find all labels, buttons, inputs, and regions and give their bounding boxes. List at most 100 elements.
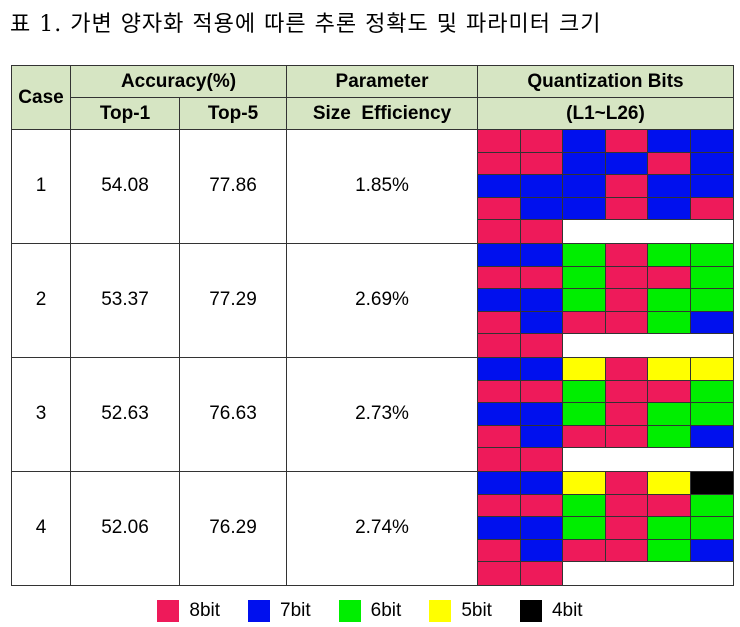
results-table: Case Accuracy(%) Parameter Quantization … [11, 65, 734, 586]
quantization-bits-cell [477, 129, 734, 244]
layer-bit-cell [690, 425, 733, 449]
empty-bit-cell [563, 220, 606, 243]
empty-bit-cell [605, 220, 648, 243]
layer-bit-cell [690, 266, 733, 290]
efficiency-cell: 1.85% [286, 129, 478, 244]
layer-bit-cell [648, 517, 691, 540]
layer-bit-cell [478, 220, 521, 243]
empty-bit-cell [690, 334, 733, 357]
legend-swatch [429, 600, 452, 622]
layer-bit-cell [648, 243, 691, 267]
layer-bit-cell [478, 403, 521, 426]
layer-bit-cell [520, 266, 563, 290]
layer-bit-cell [605, 494, 648, 518]
layer-bit-cell [605, 266, 648, 290]
layer-bit-cell [648, 197, 691, 221]
empty-bit-cell [690, 562, 733, 585]
case-cell: 2 [11, 242, 71, 358]
legend-label: 4bit [551, 600, 583, 621]
quantization-bits-cell [477, 470, 734, 586]
layer-bit-cell [520, 357, 563, 381]
layer-bit-cell [605, 243, 648, 267]
top5-cell: 76.63 [179, 356, 287, 472]
layer-bit-cell [478, 448, 521, 471]
layer-bit-cell [690, 243, 733, 267]
legend-swatch [519, 600, 542, 622]
efficiency-cell: 2.74% [286, 470, 478, 586]
layer-bit-cell [520, 562, 563, 585]
efficiency-cell: 2.69% [286, 242, 478, 358]
layer-bit-cell [690, 403, 733, 426]
empty-bit-cell [648, 448, 691, 471]
empty-bit-cell [648, 334, 691, 357]
legend-item: 7bit [248, 600, 311, 622]
layer-bit-cell [648, 539, 691, 563]
layer-bit-cell [563, 311, 606, 335]
table-row: 2 53.37 77.29 2.69% [11, 242, 734, 358]
layer-bit-cell [648, 175, 691, 198]
top1-cell: 54.08 [70, 129, 180, 244]
table-row: 3 52.63 76.63 2.73% [11, 356, 734, 472]
layer-bit-cell [478, 197, 521, 221]
legend-swatch [338, 600, 361, 622]
layer-bit-cell [690, 471, 733, 495]
case-cell: 1 [11, 129, 71, 244]
layer-bit-cell [520, 380, 563, 404]
layer-bit-cell [520, 243, 563, 267]
layer-bit-cell [605, 175, 648, 198]
layer-bit-cell [648, 494, 691, 518]
quantization-bits-cell [477, 356, 734, 472]
layer-bit-cell [563, 471, 606, 495]
layer-bit-cell [648, 380, 691, 404]
empty-bit-cell [563, 562, 606, 585]
layer-bit-cell [690, 539, 733, 563]
layer-bit-cell [478, 425, 521, 449]
layer-bit-cell [520, 494, 563, 518]
layer-bit-cell [563, 357, 606, 381]
layer-bit-cell [648, 130, 691, 153]
bits-grid [478, 243, 733, 357]
layer-bit-cell [520, 448, 563, 471]
layer-bit-cell [605, 197, 648, 221]
legend-label: 7bit [280, 600, 311, 621]
layer-bit-cell [563, 175, 606, 198]
layer-bit-cell [690, 357, 733, 381]
empty-bit-cell [648, 220, 691, 243]
layer-bit-cell [690, 197, 733, 221]
legend: 8bit 7bit 6bit 5bit 4bit [0, 600, 740, 622]
empty-bit-cell [563, 448, 606, 471]
layer-bit-cell [520, 334, 563, 357]
layer-bit-cell [605, 152, 648, 176]
bits-grid [478, 130, 733, 243]
layer-bit-cell [563, 266, 606, 290]
legend-swatch [248, 600, 271, 622]
layer-bit-cell [690, 175, 733, 198]
empty-bit-cell [690, 220, 733, 243]
layer-bit-cell [520, 471, 563, 495]
layer-bit-cell [478, 266, 521, 290]
layer-bit-cell [605, 311, 648, 335]
efficiency-cell: 2.73% [286, 356, 478, 472]
header-quantization: Quantization Bits [477, 65, 734, 98]
top1-cell: 53.37 [70, 242, 180, 358]
layer-bit-cell [648, 357, 691, 381]
layer-bit-cell [605, 539, 648, 563]
layer-bit-cell [520, 311, 563, 335]
layer-bit-cell [478, 130, 521, 153]
header-size-efficiency: Size Efficiency [286, 97, 478, 130]
case-cell: 3 [11, 356, 71, 472]
layer-bit-cell [563, 403, 606, 426]
case-cell: 4 [11, 470, 71, 586]
layer-bit-cell [478, 311, 521, 335]
header-top1: Top-1 [70, 97, 180, 130]
layer-bit-cell [648, 152, 691, 176]
layer-bit-cell [520, 197, 563, 221]
layer-bit-cell [520, 539, 563, 563]
legend-item: 4bit [519, 600, 583, 622]
layer-bit-cell [478, 357, 521, 381]
header-layer-range: (L1~L26) [477, 97, 734, 130]
layer-bit-cell [563, 289, 606, 312]
legend-label: 6bit [370, 600, 402, 621]
bits-grid [478, 357, 733, 471]
layer-bit-cell [648, 266, 691, 290]
